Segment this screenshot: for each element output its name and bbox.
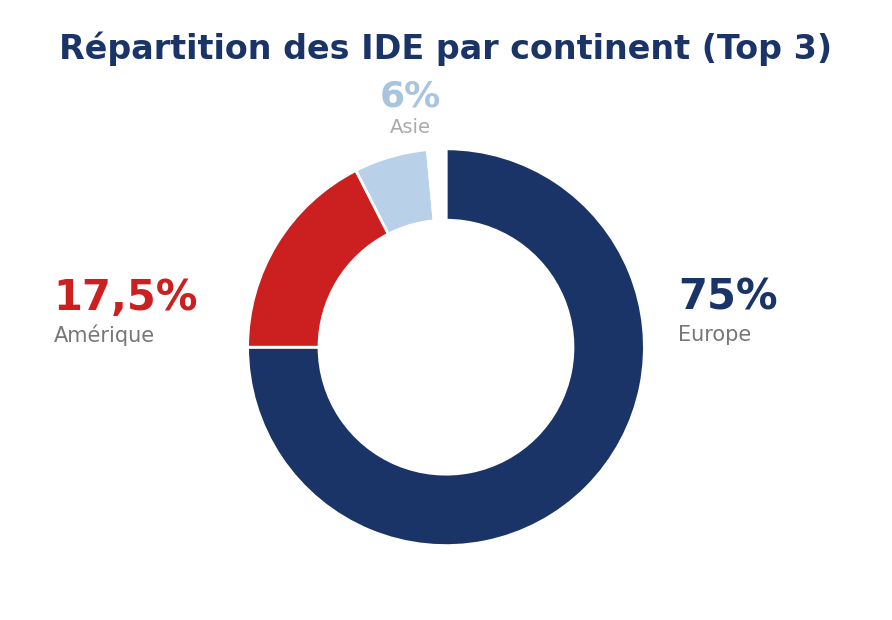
Text: Europe: Europe: [678, 325, 751, 345]
Text: 75%: 75%: [678, 277, 778, 319]
Wedge shape: [427, 149, 446, 221]
Wedge shape: [356, 149, 434, 234]
Wedge shape: [248, 170, 388, 347]
Text: Amérique: Amérique: [54, 324, 154, 345]
Text: 6%: 6%: [380, 79, 441, 113]
Wedge shape: [248, 149, 644, 546]
Text: Répartition des IDE par continent (Top 3): Répartition des IDE par continent (Top 3…: [60, 31, 832, 66]
Text: Asie: Asie: [390, 118, 431, 136]
Text: 17,5%: 17,5%: [54, 277, 198, 319]
